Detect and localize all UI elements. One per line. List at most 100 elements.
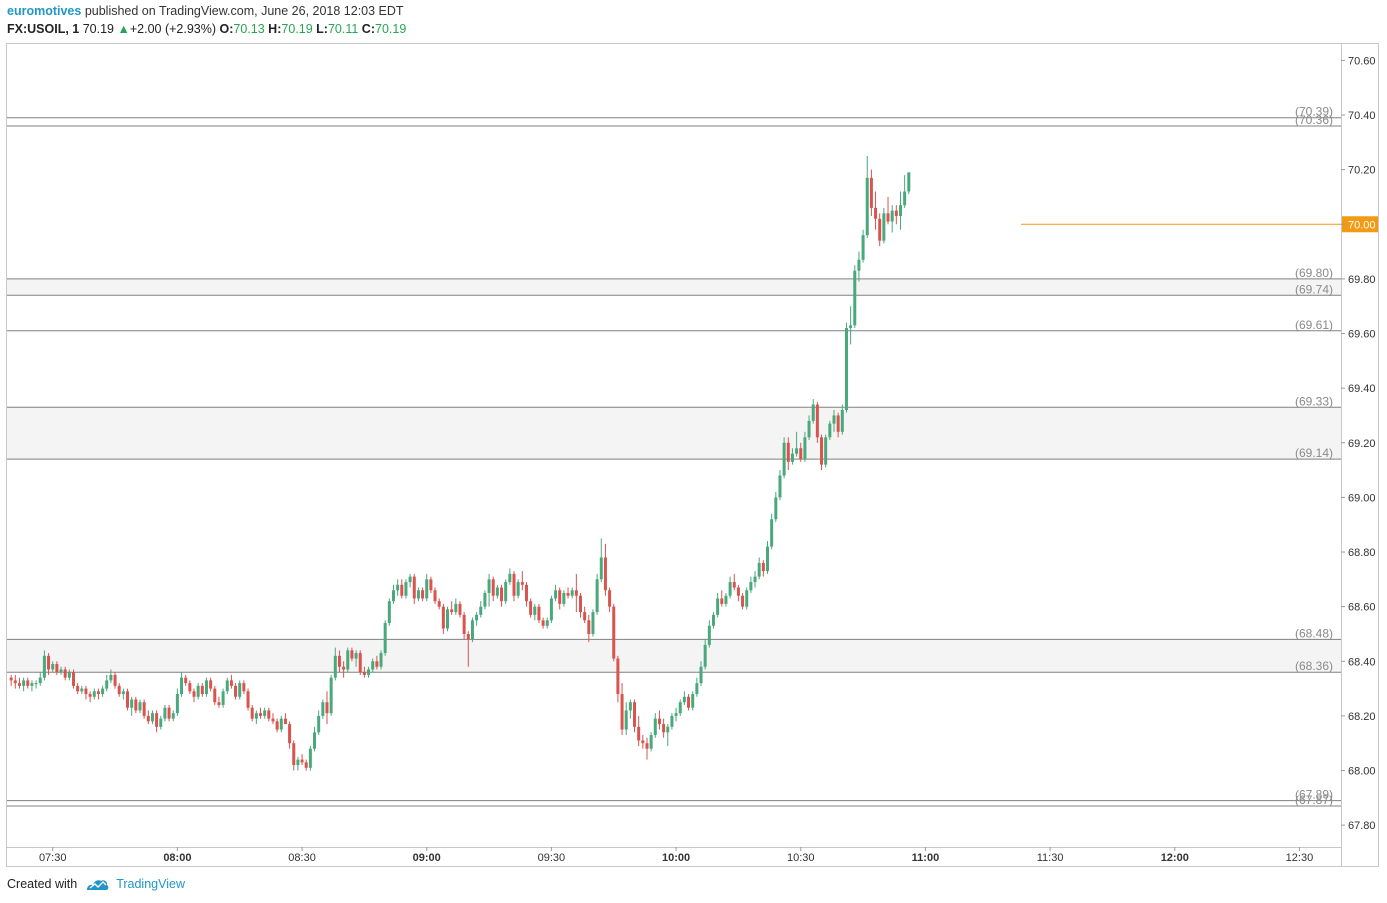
candle-up	[263, 710, 267, 716]
candle-up	[653, 718, 657, 736]
candle-up	[404, 582, 408, 596]
close-value: 70.19	[375, 22, 407, 36]
candle-up	[313, 732, 317, 749]
candle-down	[641, 740, 645, 744]
x-tick-label: 10:00	[662, 852, 690, 864]
candle-up	[333, 655, 337, 678]
level-label: (69.14)	[1295, 446, 1333, 460]
level-label: (70.39)	[1295, 105, 1333, 119]
price-change: +2.00 (+2.93%)	[129, 22, 217, 36]
candle-up	[101, 688, 105, 695]
candle-down	[71, 672, 75, 686]
symbol-label: FX:USOIL, 1	[7, 22, 80, 36]
y-tick-label: 68.00	[1348, 766, 1376, 778]
candle-down	[217, 702, 221, 705]
candle-down	[229, 680, 233, 686]
candle-up	[221, 691, 225, 705]
x-tick-label: 09:30	[538, 852, 566, 864]
candle-up	[811, 404, 815, 421]
close-label: C:	[361, 22, 375, 36]
level-label: (67.87)	[1295, 793, 1333, 807]
x-tick-label: 08:30	[288, 852, 316, 864]
candle-up	[674, 713, 678, 716]
y-tick-label: 68.80	[1348, 547, 1376, 559]
candle-down	[574, 590, 578, 596]
candle-up	[890, 210, 894, 222]
candle-down	[259, 713, 263, 716]
candle-down	[874, 207, 878, 219]
candle-down	[26, 680, 30, 686]
candle-down	[799, 448, 803, 460]
level-label: (69.74)	[1295, 282, 1333, 296]
author-name[interactable]: euromotives	[7, 4, 82, 18]
candle-down	[612, 606, 616, 659]
candle-down	[47, 655, 51, 670]
candle-down	[188, 683, 192, 692]
candle-up	[180, 677, 184, 695]
candle-down	[200, 685, 204, 695]
candlestick-series	[9, 155, 911, 771]
candle-down	[520, 582, 524, 585]
zone-band	[7, 407, 1341, 460]
x-tick-label: 10:30	[787, 852, 815, 864]
candle-up	[840, 409, 844, 432]
candle-up	[504, 582, 508, 602]
candle-down	[429, 579, 433, 591]
candle-up	[865, 177, 869, 236]
candle-up	[383, 623, 387, 654]
candle-up	[495, 587, 499, 596]
candle-down	[155, 713, 159, 727]
candle-down	[441, 606, 445, 629]
y-tick-label: 67.80	[1348, 820, 1376, 832]
candle-down	[342, 666, 346, 670]
candle-down	[325, 702, 329, 714]
tradingview-cloud-icon[interactable]	[86, 877, 110, 891]
candle-down	[608, 590, 612, 607]
candle-up	[844, 328, 848, 410]
candle-down	[616, 658, 620, 695]
candle-up	[175, 694, 179, 714]
candle-up	[34, 683, 38, 685]
candle-down	[529, 601, 533, 615]
chart-frame[interactable]	[6, 43, 1379, 867]
candle-up	[408, 576, 412, 583]
candle-down	[126, 691, 130, 708]
candle-up	[379, 653, 383, 667]
candle-down	[541, 620, 545, 626]
x-tick-label: 12:00	[1161, 852, 1189, 864]
candle-down	[292, 743, 296, 766]
candle-up	[649, 735, 653, 749]
candle-down	[55, 664, 59, 673]
candle-up	[745, 590, 749, 607]
y-tick-label: 69.00	[1348, 492, 1376, 504]
candle-up	[666, 726, 670, 733]
level-label: (70.36)	[1295, 113, 1333, 127]
candle-up	[479, 606, 483, 615]
publish-info: euromotives published on TradingView.com…	[7, 4, 404, 18]
candle-down	[350, 650, 354, 659]
candle-up	[774, 497, 778, 520]
change-up-arrow-icon: ▲	[117, 22, 130, 36]
candle-up	[416, 590, 420, 599]
tradingview-brand-link[interactable]: TradingView	[116, 877, 185, 891]
candle-up	[225, 680, 229, 692]
candle-down	[894, 210, 898, 217]
candle-down	[603, 557, 607, 591]
candle-down	[741, 595, 745, 607]
candle-up	[711, 614, 715, 626]
candle-up	[766, 546, 770, 572]
level-label: (69.61)	[1295, 318, 1333, 332]
candle-down	[213, 688, 217, 703]
candle-down	[450, 609, 454, 613]
candle-up	[121, 691, 125, 695]
candle-up	[562, 592, 566, 604]
candle-down	[633, 702, 637, 727]
candle-up	[749, 582, 753, 591]
candle-up	[387, 601, 391, 624]
candle-down	[583, 612, 587, 621]
candle-up	[105, 680, 109, 689]
candle-down	[63, 669, 67, 678]
low-label: L:	[316, 22, 328, 36]
x-tick-label: 12:30	[1286, 852, 1314, 864]
